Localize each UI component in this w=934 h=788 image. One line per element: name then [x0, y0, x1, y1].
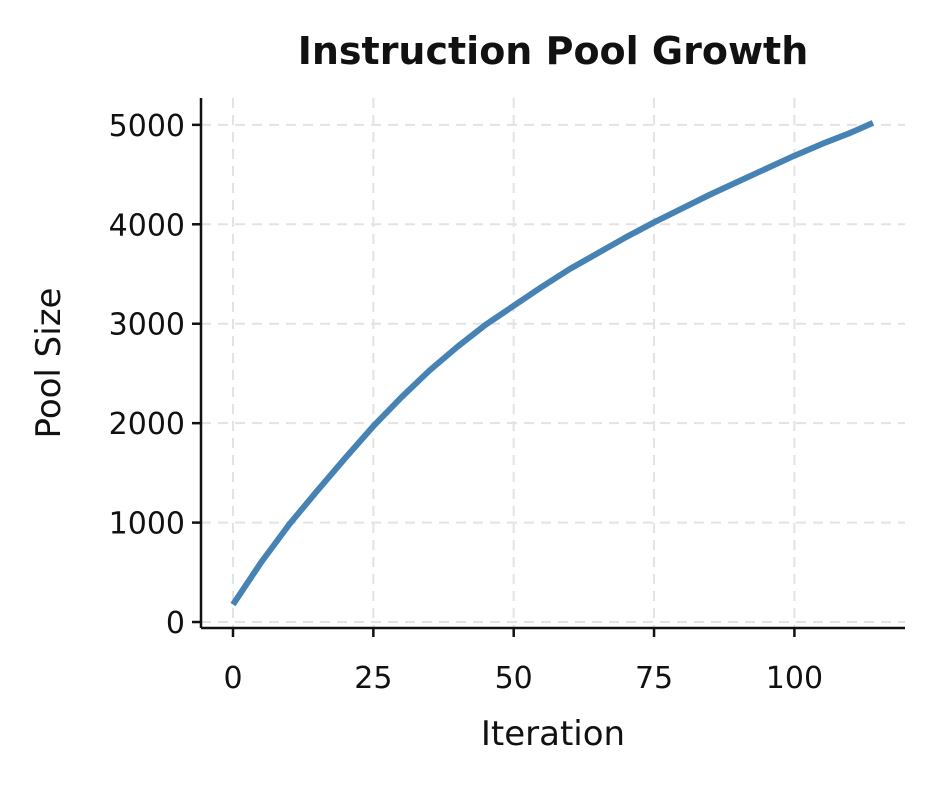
x-tick-label: 100	[766, 661, 823, 696]
chart-title: Instruction Pool Growth	[298, 29, 809, 73]
series-line	[230, 120, 875, 607]
y-tick-label: 2000	[109, 407, 185, 442]
y-tick-label: 3000	[109, 308, 185, 343]
y-tick-label: 0	[166, 606, 185, 641]
x-tick-label: 50	[495, 661, 533, 696]
grid-lines	[201, 98, 905, 628]
axes	[199, 98, 905, 630]
x-tick-label: 75	[635, 661, 673, 696]
y-tick-label: 1000	[109, 507, 185, 542]
x-tick-label: 0	[223, 661, 242, 696]
y-tick-label: 5000	[109, 109, 185, 144]
y-axis-label: Pool Size	[29, 288, 69, 439]
y-tick-label: 4000	[109, 208, 185, 243]
x-axis-label: Iteration	[481, 714, 625, 754]
series-layer	[230, 120, 875, 607]
x-tick-label: 25	[354, 661, 392, 696]
